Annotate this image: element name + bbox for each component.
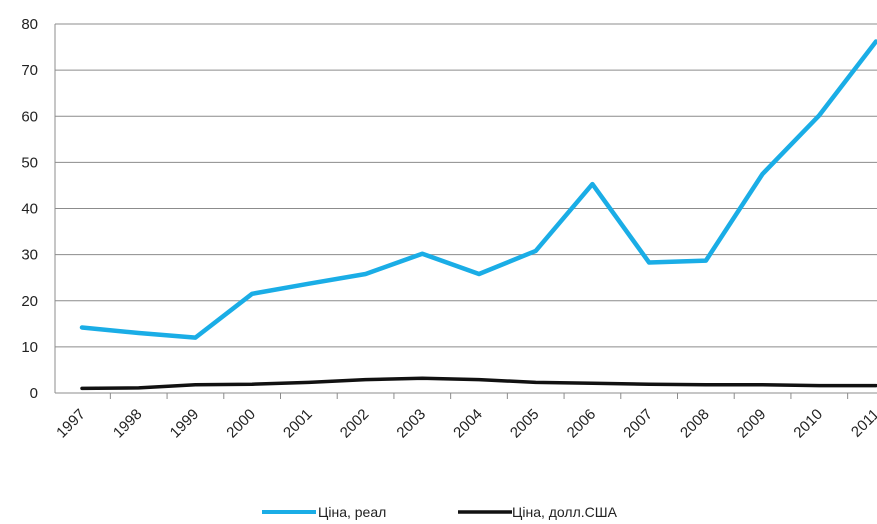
- y-tick-label: 10: [21, 339, 38, 356]
- series-lines: [79, 39, 877, 391]
- y-tick-label: 40: [21, 201, 38, 218]
- x-tick-label: 2007: [620, 406, 656, 442]
- x-tick-label: 2010: [790, 406, 826, 442]
- gridlines: [55, 23, 877, 348]
- x-tick-label: 1997: [53, 406, 89, 442]
- x-tick-label: 2009: [734, 406, 770, 442]
- legend: Ціна, реал Ціна, долл.США: [262, 504, 618, 520]
- x-tick-label: 2004: [450, 406, 486, 442]
- x-tick-label: 1999: [167, 406, 203, 442]
- x-tick-label: 2002: [337, 406, 373, 442]
- x-tick-label: 2003: [393, 406, 429, 442]
- x-tick-label: 2000: [223, 406, 259, 442]
- y-tick-label: 50: [21, 154, 38, 171]
- x-tick-label: 2011: [848, 406, 877, 441]
- x-tick-label: 2005: [507, 406, 543, 442]
- y-tick-label: 0: [30, 385, 38, 402]
- axes: [54, 24, 877, 399]
- x-tick-label: 1998: [110, 406, 146, 442]
- x-tick-label: 2008: [677, 406, 713, 442]
- y-tick-label: 20: [21, 293, 38, 310]
- y-tick-label: 70: [21, 62, 38, 79]
- y-tick-label: 30: [21, 247, 38, 264]
- y-tick-label: 80: [21, 16, 38, 33]
- series-line-2: [80, 376, 877, 391]
- legend-label-2: Ціна, долл.США: [512, 504, 618, 520]
- x-tick-labels: 1997 1998 1999 2000 2001 2002 2003 2004 2005 2006…: [53, 406, 877, 442]
- x-tick-label: 2001: [280, 406, 316, 442]
- x-tick-label: 2006: [564, 406, 600, 442]
- series-line-1: [79, 39, 877, 340]
- legend-label-1: Ціна, реал: [318, 504, 386, 520]
- y-tick-label: 60: [21, 108, 38, 125]
- y-tick-labels: 0 10 20 30 40 50 60 70 80: [21, 16, 38, 402]
